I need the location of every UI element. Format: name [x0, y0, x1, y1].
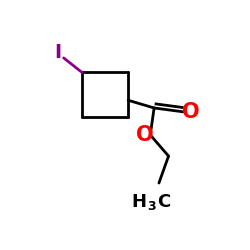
Text: O: O — [136, 125, 154, 145]
Text: O: O — [182, 102, 200, 122]
Text: C: C — [157, 193, 170, 211]
Text: 3: 3 — [148, 200, 156, 213]
Text: H: H — [132, 193, 146, 211]
Text: I: I — [54, 43, 62, 62]
